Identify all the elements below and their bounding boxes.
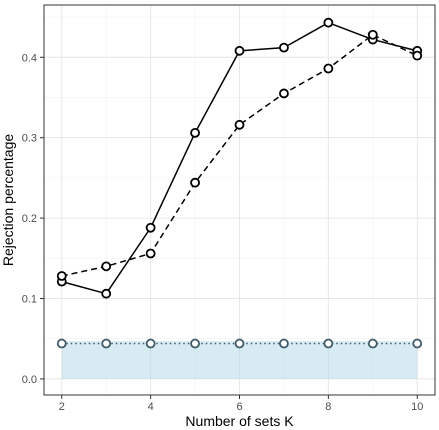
axes: 2 4 6 8 10 0.0 0.1 0.2 0.3 0.4 (22, 4, 436, 413)
data-point-series-1 (145, 222, 156, 233)
data-point-series-3 (412, 338, 423, 349)
y-tick-label: 0.0 (22, 374, 37, 386)
y-tick-label: 0.4 (22, 52, 37, 64)
x-tick-label: 6 (236, 401, 242, 413)
data-point-series-1 (279, 42, 289, 53)
data-point-series-1 (323, 17, 334, 28)
data-point-series-2 (367, 29, 378, 40)
data-point-series-2 (101, 261, 112, 272)
series-line-2 (61, 34, 418, 277)
data-point-series-2 (190, 177, 200, 188)
y-tick-label: 0.2 (22, 213, 37, 225)
data-point-series-1 (234, 45, 245, 56)
data-point-series-3 (279, 338, 289, 349)
data-point-series-1 (101, 288, 112, 299)
x-tick-label: 10 (411, 401, 423, 413)
data-point-series-3 (367, 338, 378, 349)
y-tick-label: 0.1 (22, 294, 37, 306)
x-tick-label: 8 (325, 401, 331, 413)
y-tick-label: 0.3 (22, 133, 37, 145)
data-point-series-3 (145, 338, 156, 349)
data-point-series-2 (145, 248, 156, 259)
series-layer (56, 17, 423, 349)
data-point-series-2 (234, 119, 245, 130)
data-point-series-2 (323, 63, 334, 74)
data-point-series-3 (234, 338, 245, 349)
data-point-series-3 (323, 338, 334, 349)
data-point-series-1 (190, 127, 200, 138)
data-point-series-2 (279, 88, 289, 99)
data-point-series-2 (412, 50, 423, 61)
x-tick-label: 2 (59, 401, 65, 413)
x-axis-title: Number of sets K (185, 413, 294, 429)
grid (44, 5, 435, 395)
data-point-series-3 (190, 338, 200, 349)
x-tick-label: 4 (148, 401, 154, 413)
y-axis-title: Rejection percentage (0, 134, 16, 267)
data-point-series-3 (101, 338, 112, 349)
data-point-series-3 (56, 338, 67, 349)
data-point-series-2 (56, 271, 67, 281)
